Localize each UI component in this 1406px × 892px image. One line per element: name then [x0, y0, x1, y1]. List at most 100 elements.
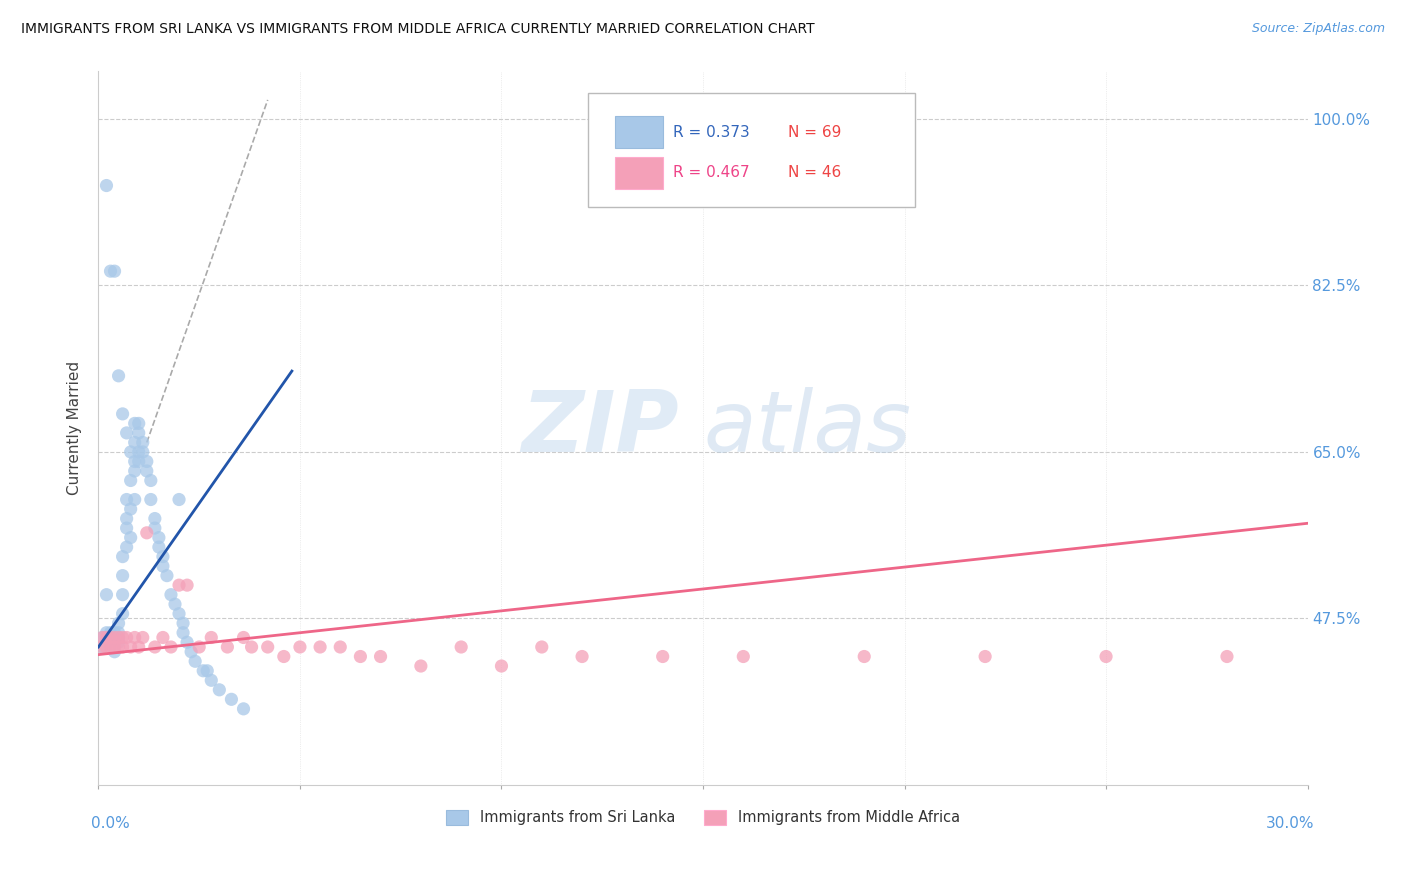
Y-axis label: Currently Married: Currently Married [67, 361, 83, 495]
Point [128, 445, 150, 459]
Point [111, 407, 134, 421]
Point [111, 607, 134, 621]
Point [96, 178, 118, 193]
Point [288, 640, 311, 654]
Point [115, 540, 138, 554]
Point [530, 640, 553, 654]
Point [148, 540, 170, 554]
Point [200, 631, 222, 645]
Point [124, 492, 146, 507]
Point [96, 640, 118, 654]
Point [143, 511, 166, 525]
Point [115, 521, 138, 535]
Text: 0.0%: 0.0% [91, 816, 131, 831]
Legend: Immigrants from Sri Lanka, Immigrants from Middle Africa: Immigrants from Sri Lanka, Immigrants fr… [440, 804, 966, 831]
Point [124, 464, 146, 478]
Point [240, 640, 263, 654]
Point [143, 640, 166, 654]
Point [135, 454, 157, 468]
Point [111, 549, 134, 564]
Point [91, 631, 114, 645]
Point [176, 635, 198, 649]
FancyBboxPatch shape [588, 93, 915, 207]
Point [167, 492, 190, 507]
Point [273, 649, 295, 664]
Point [1216, 649, 1239, 664]
Point [115, 492, 138, 507]
Point [124, 435, 146, 450]
Point [128, 640, 150, 654]
Point [128, 425, 150, 440]
Point [139, 474, 162, 488]
Point [217, 640, 239, 654]
Point [107, 625, 129, 640]
Point [107, 635, 129, 649]
Point [651, 649, 673, 664]
Point [124, 417, 146, 431]
Point [309, 640, 332, 654]
Point [103, 631, 125, 645]
Point [221, 692, 243, 706]
Point [111, 631, 134, 645]
Point [180, 645, 202, 659]
Point [208, 682, 231, 697]
Point [172, 616, 194, 631]
Point [111, 640, 134, 654]
Text: R = 0.467: R = 0.467 [672, 165, 749, 180]
Point [91, 640, 114, 654]
Point [160, 588, 183, 602]
Point [163, 597, 186, 611]
Point [115, 425, 138, 440]
Point [96, 588, 118, 602]
Point [184, 654, 207, 668]
Point [100, 631, 122, 645]
Point [132, 631, 155, 645]
Point [232, 631, 254, 645]
Point [103, 631, 125, 645]
Point [491, 659, 513, 673]
Point [139, 492, 162, 507]
FancyBboxPatch shape [614, 116, 664, 148]
Point [135, 525, 157, 540]
Point [1095, 649, 1118, 664]
Point [172, 625, 194, 640]
Point [107, 631, 129, 645]
Text: atlas: atlas [703, 386, 911, 470]
Point [128, 417, 150, 431]
Point [974, 649, 997, 664]
Point [152, 631, 174, 645]
Point [100, 264, 122, 278]
Point [91, 631, 114, 645]
Point [120, 474, 142, 488]
Point [124, 631, 146, 645]
Point [132, 435, 155, 450]
Point [103, 640, 125, 654]
Point [349, 649, 371, 664]
Text: Source: ZipAtlas.com: Source: ZipAtlas.com [1251, 22, 1385, 36]
Point [370, 649, 392, 664]
Point [91, 640, 114, 654]
Point [329, 640, 352, 654]
Point [107, 616, 129, 631]
Point [103, 625, 125, 640]
FancyBboxPatch shape [614, 157, 664, 189]
Point [120, 531, 142, 545]
Point [132, 445, 155, 459]
Point [115, 511, 138, 525]
Point [188, 640, 211, 654]
Point [111, 588, 134, 602]
Point [733, 649, 755, 664]
Point [193, 664, 215, 678]
Text: N = 69: N = 69 [787, 125, 841, 139]
Point [128, 454, 150, 468]
Text: R = 0.373: R = 0.373 [672, 125, 749, 139]
Text: IMMIGRANTS FROM SRI LANKA VS IMMIGRANTS FROM MIDDLE AFRICA CURRENTLY MARRIED COR: IMMIGRANTS FROM SRI LANKA VS IMMIGRANTS … [21, 22, 814, 37]
Point [107, 640, 129, 654]
Point [450, 640, 472, 654]
Point [107, 368, 129, 383]
Point [120, 445, 142, 459]
Point [156, 568, 179, 582]
Point [571, 649, 593, 664]
Text: 30.0%: 30.0% [1267, 816, 1315, 831]
Point [120, 502, 142, 516]
